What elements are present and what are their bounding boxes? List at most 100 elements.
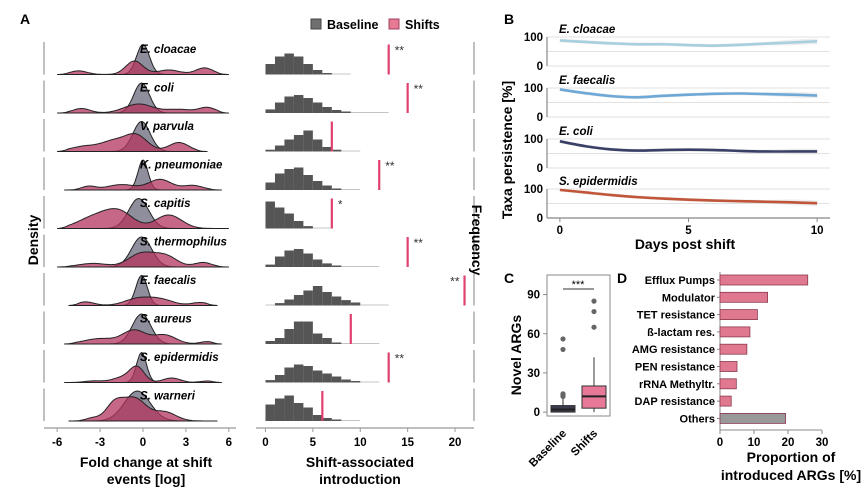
histogram-bar <box>322 147 332 152</box>
x-tick-label: 3 <box>183 437 189 449</box>
shifts-density-area <box>57 132 208 152</box>
legend-swatch-shifts <box>388 18 400 30</box>
y-tick-label-0: 0 <box>537 61 543 73</box>
histogram-bar <box>312 181 323 190</box>
plot-frame <box>546 274 611 417</box>
taxon-label: E. cloacae <box>140 44 197 56</box>
histogram-bar <box>265 109 275 113</box>
legend: Baseline Shifts <box>310 18 440 32</box>
histogram-bar <box>379 304 389 306</box>
histogram-bar <box>274 145 285 152</box>
frequency-axis-title: Frequency <box>469 205 485 276</box>
introduction-axis-title-line2: introduction <box>319 471 401 487</box>
histogram-bar <box>274 338 285 344</box>
density-ridge-s-epidermidis: S. epidermidis <box>43 350 222 383</box>
category-label: TET resistance <box>637 310 715 322</box>
histogram-k-pneumoniae: ** <box>265 157 475 190</box>
x-tick-label: 10 <box>748 437 761 449</box>
bar <box>719 361 738 372</box>
histogram-bar <box>369 112 380 113</box>
legend-label-shifts: Shifts <box>405 18 440 32</box>
histogram-bar <box>322 185 332 190</box>
histogram-bar <box>312 139 323 152</box>
panel-a-histogram-plot: *************0 5 10 15 20 <box>256 42 475 449</box>
histogram-bar <box>265 182 275 190</box>
facet-title: E. coli <box>559 126 594 138</box>
bar <box>719 378 737 390</box>
bar-modulator: Modulator <box>662 291 768 304</box>
histogram-s-capitis: * <box>265 196 475 229</box>
taxon-label: S. capitis <box>140 198 191 210</box>
histogram-bar <box>293 56 304 75</box>
histogram-bar <box>303 321 313 344</box>
category-label: Baseline <box>527 428 569 470</box>
histogram-bar <box>369 343 380 344</box>
histogram-bar <box>274 56 285 75</box>
density-ridge-s-thermophilus: S. thermophilus <box>43 234 229 268</box>
histogram-bar <box>331 342 342 344</box>
density-ridge-k-pneumoniae: K. pneumoniae <box>43 157 223 191</box>
histogram-bar <box>293 249 304 267</box>
histogram-bar <box>274 303 285 306</box>
taxon-label: E. coli <box>140 83 175 95</box>
bar <box>719 291 768 303</box>
persistence-axis-title: Taxa persistence [%] <box>499 81 515 219</box>
histogram-bar <box>265 341 275 344</box>
histogram-bar <box>312 259 323 267</box>
histogram-bar <box>303 64 313 75</box>
histogram-bar <box>360 343 370 344</box>
shifts-density-area <box>68 296 218 306</box>
histogram-bar <box>293 403 304 421</box>
histogram-bar <box>303 175 313 190</box>
fold-change-axis-title-line1: Fold change at shift <box>80 454 213 470</box>
y-tick-label-0: 0 <box>537 112 543 124</box>
histogram-bar <box>331 296 342 306</box>
histogram-bar <box>303 407 313 421</box>
histogram-bar <box>274 375 285 383</box>
histogram-bar <box>331 419 342 421</box>
panel-label-b: B <box>504 11 514 27</box>
histogram-bar <box>303 98 313 113</box>
panel-label-d: D <box>617 270 627 286</box>
bar <box>719 274 809 286</box>
histogram-bar <box>303 253 313 267</box>
bar <box>719 412 787 424</box>
x-tick-label: 0 <box>140 437 146 449</box>
histogram-bar <box>312 415 323 421</box>
histogram-bar <box>369 381 380 383</box>
histogram-bar <box>284 395 294 421</box>
histogram-bar <box>322 263 332 267</box>
bar-efflux-pumps: Efflux Pumps <box>645 274 809 287</box>
x-tick-label: 15 <box>401 437 414 449</box>
density-ridge-e-faecalis: E. faecalis <box>43 273 218 306</box>
histogram-bar <box>303 130 313 152</box>
facet-title: S. epidermidis <box>559 176 638 188</box>
histogram-bar <box>265 149 275 152</box>
histogram-e-coli: ** <box>265 80 475 113</box>
histogram-bar <box>284 53 294 75</box>
histogram-bar <box>293 167 304 190</box>
histogram-bar <box>312 227 323 229</box>
fold-change-axis-title-line2: events [log] <box>107 471 186 487</box>
introduction-x-axis: 0 5 10 15 20 <box>256 427 474 449</box>
y-tick-label-0: 0 <box>537 213 543 225</box>
histogram-bar <box>284 367 294 383</box>
taxon-label: S. warneri <box>140 391 196 403</box>
outlier-point <box>560 336 566 342</box>
histogram-s-warneri <box>265 388 475 421</box>
histogram-bar <box>303 290 313 306</box>
significance-marker: ** <box>450 275 460 289</box>
shifts-density-area <box>64 329 222 345</box>
y-tick-label: 0 <box>534 407 540 419</box>
histogram-bar <box>293 135 304 152</box>
taxon-label: S. epidermidis <box>140 352 219 364</box>
histogram-bar <box>350 266 361 267</box>
histogram-bar <box>341 420 351 421</box>
shifts-density-area <box>64 365 222 383</box>
histogram-e-cloacae: ** <box>265 42 475 75</box>
x-tick-label: 6 <box>226 437 232 449</box>
histogram-bar <box>341 343 351 344</box>
bar-dap-resistance: DAP resistance <box>634 395 732 408</box>
legend-swatch-baseline <box>310 18 322 30</box>
